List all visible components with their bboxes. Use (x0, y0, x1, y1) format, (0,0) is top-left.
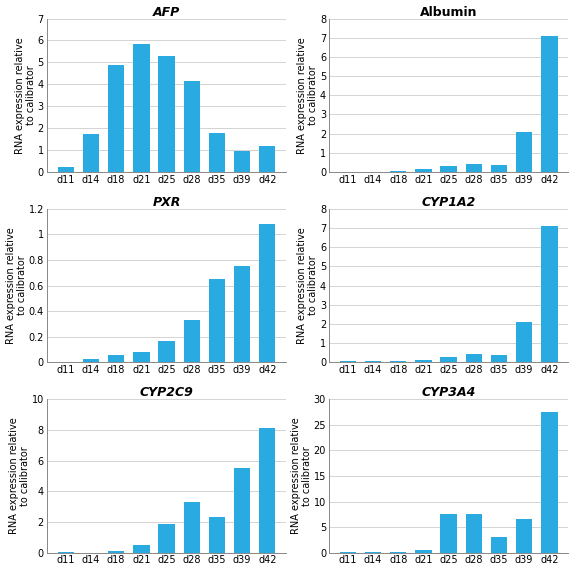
Bar (390, 361, 406, 363)
Y-axis label: RNA expression relative
to calibrator: RNA expression relative to calibrator (290, 417, 312, 534)
Bar (365, 361, 381, 363)
Bar (466, 164, 482, 172)
Bar (108, 551, 125, 553)
Y-axis label: RNA expression relative
to calibrator: RNA expression relative to calibrator (297, 37, 319, 154)
Bar (259, 146, 276, 172)
Bar (209, 132, 225, 172)
Bar (209, 517, 225, 553)
Bar (108, 355, 125, 363)
Bar (259, 224, 276, 363)
Bar (184, 320, 200, 363)
Bar (415, 169, 432, 172)
Y-axis label: RNA expression relative
to calibrator: RNA expression relative to calibrator (6, 227, 27, 344)
Bar (415, 550, 432, 553)
Title: CYP2C9: CYP2C9 (139, 386, 193, 399)
Bar (209, 279, 225, 363)
Bar (259, 428, 276, 553)
Title: PXR: PXR (152, 196, 181, 209)
Bar (340, 361, 356, 363)
Bar (234, 468, 250, 553)
Bar (158, 56, 174, 172)
Bar (541, 226, 557, 363)
Bar (491, 537, 507, 553)
Bar (516, 132, 532, 172)
Bar (57, 167, 74, 172)
Title: Albumin: Albumin (420, 6, 478, 18)
Bar (541, 36, 557, 172)
Bar (158, 340, 174, 363)
Bar (184, 81, 200, 172)
Bar (133, 545, 149, 553)
Y-axis label: RNA expression relative
to calibrator: RNA expression relative to calibrator (15, 37, 36, 154)
Title: AFP: AFP (153, 6, 180, 18)
Title: CYP3A4: CYP3A4 (421, 386, 476, 399)
Bar (440, 357, 457, 363)
Bar (516, 520, 532, 553)
Bar (466, 514, 482, 553)
Title: CYP1A2: CYP1A2 (421, 196, 476, 209)
Bar (133, 352, 149, 363)
Bar (108, 65, 125, 172)
Bar (440, 166, 457, 172)
Bar (516, 322, 532, 363)
Bar (415, 360, 432, 363)
Bar (83, 134, 99, 172)
Bar (491, 165, 507, 172)
Y-axis label: RNA expression relative
to calibrator: RNA expression relative to calibrator (297, 227, 319, 344)
Bar (440, 514, 457, 553)
Y-axis label: RNA expression relative
to calibrator: RNA expression relative to calibrator (9, 417, 30, 534)
Bar (133, 44, 149, 172)
Bar (234, 267, 250, 363)
Bar (158, 524, 174, 553)
Bar (541, 412, 557, 553)
Bar (390, 171, 406, 172)
Bar (184, 502, 200, 553)
Bar (83, 359, 99, 363)
Bar (491, 355, 507, 363)
Bar (234, 151, 250, 172)
Bar (466, 354, 482, 363)
